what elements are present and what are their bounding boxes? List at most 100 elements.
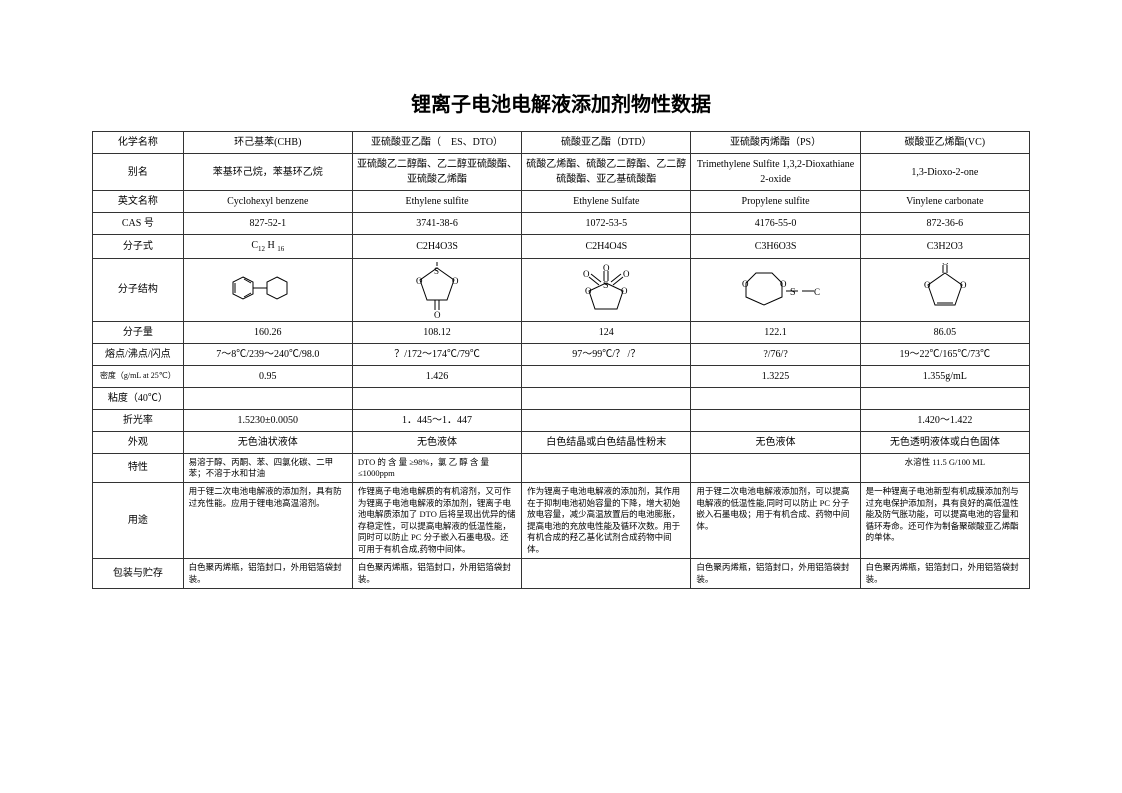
cell: 无色透明液体或白色固体 xyxy=(860,431,1029,453)
cell: 124 xyxy=(522,321,691,343)
row-appearance: 外观 无色油状液体 无色液体 白色结晶或白色结晶性粉末 无色液体 无色透明液体或… xyxy=(93,431,1030,453)
cell: 122.1 xyxy=(691,321,860,343)
cell: C3H6O3S xyxy=(691,235,860,259)
cell: 亚硫酸乙二醇酯、乙二醇亚硫酸酯、亚硫酸乙烯酯 xyxy=(352,154,521,191)
row-chem-name: 化学名称 环己基苯(CHB) 亚硫酸亚乙酯（ ES、DTO） 硫酸亚乙酯（DTD… xyxy=(93,132,1030,154)
svg-text:O: O xyxy=(960,280,967,290)
cell: DTO 的 含 量 ≥98%，氯 乙 醇 含 量≤1000ppm xyxy=(352,453,521,483)
cell: Propylene sulfite xyxy=(691,191,860,213)
svg-text:O: O xyxy=(452,276,459,286)
cell: 1．445～1．447 xyxy=(352,409,521,431)
cell xyxy=(522,559,691,589)
rowlabel: 用途 xyxy=(93,483,184,559)
rowlabel: 分子量 xyxy=(93,321,184,343)
svg-text:O: O xyxy=(621,286,628,296)
cell: 作为锂离子电池电解液的添加剂，其作用在于抑制电池初始容量的下降，增大初始放电容量… xyxy=(522,483,691,559)
cell xyxy=(352,387,521,409)
cell: 苯基环己烷，苯基环乙烷 xyxy=(183,154,352,191)
row-mw: 分子量 160.26 108.12 124 122.1 86.05 xyxy=(93,321,1030,343)
rowlabel: 外观 xyxy=(93,431,184,453)
cell: 碳酸亚乙烯酯(VC) xyxy=(860,132,1029,154)
cell: Cyclohexyl benzene xyxy=(183,191,352,213)
cell: 7～8℃/239～240℃/98.0 xyxy=(183,343,352,365)
svg-text:O: O xyxy=(434,310,441,318)
rowlabel: 密度（g/mL at 25℃） xyxy=(93,365,184,387)
cell: 827-52-1 xyxy=(183,213,352,235)
cell: 1.420～1.422 xyxy=(860,409,1029,431)
cell xyxy=(522,453,691,483)
cell: C2H4O4S xyxy=(522,235,691,259)
row-alias: 别名 苯基环己烷，苯基环乙烷 亚硫酸乙二醇酯、乙二醇亚硫酸酯、亚硫酸乙烯酯 硫酸… xyxy=(93,154,1030,191)
cell: 易溶于醇、丙酮、苯、四氯化碳、二甲苯；不溶于水和甘油 xyxy=(183,453,352,483)
svg-text:O: O xyxy=(623,269,630,279)
structure-chb xyxy=(183,258,352,321)
cell: 1.3225 xyxy=(691,365,860,387)
cell: 无色液体 xyxy=(352,431,521,453)
rowlabel: 特性 xyxy=(93,453,184,483)
cell: 是一种锂离子电池新型有机成膜添加剂与过充电保护添加剂，具有良好的高低温性能及防气… xyxy=(860,483,1029,559)
row-usage: 用途 用于锂二次电池电解液的添加剂，具有防过充性能。应用于锂电池高温溶剂。 作锂… xyxy=(93,483,1030,559)
svg-text:O: O xyxy=(924,280,931,290)
cell: C2H4O3S xyxy=(352,235,521,259)
cell xyxy=(522,387,691,409)
cell: 872-36-6 xyxy=(860,213,1029,235)
cell: 亚硫酸亚乙酯（ ES、DTO） xyxy=(352,132,521,154)
cell: Trimethylene Sulfite 1,3,2-Dioxathiane 2… xyxy=(691,154,860,191)
cell xyxy=(691,387,860,409)
rowlabel: 别名 xyxy=(93,154,184,191)
cell xyxy=(860,387,1029,409)
rowlabel: 粘度（40℃） xyxy=(93,387,184,409)
structure-es: O O S O xyxy=(352,258,521,321)
svg-text:O: O xyxy=(942,263,949,267)
cell: 160.26 xyxy=(183,321,352,343)
cell xyxy=(691,453,860,483)
rowlabel: 英文名称 xyxy=(93,191,184,213)
cell: 白色结晶或白色结晶性粉末 xyxy=(522,431,691,453)
svg-text:O: O xyxy=(780,279,787,289)
cell: 无色油状液体 xyxy=(183,431,352,453)
cell: Ethylene Sulfate xyxy=(522,191,691,213)
cell: 1.426 xyxy=(352,365,521,387)
cell: 108.12 xyxy=(352,321,521,343)
cell: 作锂离子电池电解质的有机溶剂，又可作为锂离子电池电解液的添加剂，锂离子电池电解质… xyxy=(352,483,521,559)
svg-text:O: O xyxy=(416,276,423,286)
cell: 用于锂二次电池电解液的添加剂，具有防过充性能。应用于锂电池高温溶剂。 xyxy=(183,483,352,559)
svg-text:S: S xyxy=(434,266,439,276)
svg-text:O: O xyxy=(583,269,590,279)
rowlabel: 折光率 xyxy=(93,409,184,431)
cell: 1,3-Dioxo-2-one xyxy=(860,154,1029,191)
cell xyxy=(522,409,691,431)
row-mp-bp-fp: 熔点/沸点/闪点 7～8℃/239～240℃/98.0 ？/172～174℃/7… xyxy=(93,343,1030,365)
row-refractive: 折光率 1.5230±0.0050 1．445～1．447 1.420～1.42… xyxy=(93,409,1030,431)
cell: 97～99℃/？ /？ xyxy=(522,343,691,365)
cell: 硫酸乙烯酯、硫酸乙二醇酯、乙二醇硫酸酯、亚乙基硫酸酯 xyxy=(522,154,691,191)
cell: 白色聚丙烯瓶，铝箔封口，外用铝箔袋封装。 xyxy=(183,559,352,589)
cell: 3741-38-6 xyxy=(352,213,521,235)
cell: C3H2O3 xyxy=(860,235,1029,259)
rowlabel: 化学名称 xyxy=(93,132,184,154)
cell: 用于锂二次电池电解液添加剂，可以提高电解液的低温性能,同时可以防止 PC 分子嵌… xyxy=(691,483,860,559)
cell xyxy=(183,387,352,409)
molecule-icon xyxy=(223,273,313,307)
rowlabel: 分子式 xyxy=(93,235,184,259)
additive-data-table: 化学名称 环己基苯(CHB) 亚硫酸亚乙酯（ ES、DTO） 硫酸亚乙酯（DTD… xyxy=(92,131,1030,589)
cell: 无色液体 xyxy=(691,431,860,453)
cell: 白色聚丙烯瓶，铝箔封口，外用铝箔袋封装。 xyxy=(691,559,860,589)
cell: 白色聚丙烯瓶，铝箔封口，外用铝箔袋封装。 xyxy=(352,559,521,589)
cell xyxy=(522,365,691,387)
molecule-icon: O O S C xyxy=(726,265,826,315)
molecule-icon: O O S O O O xyxy=(567,261,645,319)
molecule-icon: O O S O xyxy=(402,262,472,318)
cell: 1.355g/mL xyxy=(860,365,1029,387)
cell: ？/172～174℃/79℃ xyxy=(352,343,521,365)
row-packaging: 包装与贮存 白色聚丙烯瓶，铝箔封口，外用铝箔袋封装。 白色聚丙烯瓶，铝箔封口，外… xyxy=(93,559,1030,589)
cell: 19～22℃/165℃/73℃ xyxy=(860,343,1029,365)
structure-vc: O O O xyxy=(860,258,1029,321)
svg-text:S: S xyxy=(603,280,609,291)
cell: 4176-55-0 xyxy=(691,213,860,235)
row-en-name: 英文名称 Cyclohexyl benzene Ethylene sulfite… xyxy=(93,191,1030,213)
rowlabel: 包装与贮存 xyxy=(93,559,184,589)
cell: 亚硫酸丙烯酯（PS） xyxy=(691,132,860,154)
row-structure: 分子结构 xyxy=(93,258,1030,321)
cell: 硫酸亚乙酯（DTD） xyxy=(522,132,691,154)
